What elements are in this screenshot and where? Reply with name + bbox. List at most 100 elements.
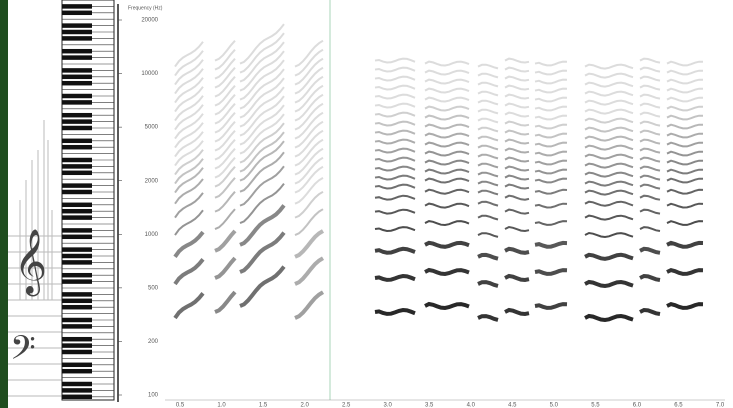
harmonic (214, 58, 236, 80)
harmonic (666, 141, 704, 148)
harmonic (174, 122, 204, 149)
black-key (62, 164, 92, 169)
harmonic (294, 66, 324, 95)
harmonic (534, 114, 568, 121)
harmonic (534, 123, 568, 130)
harmonic (534, 105, 568, 112)
side-bar (0, 0, 8, 408)
harmonic (294, 111, 324, 140)
harmonic (534, 168, 568, 175)
harmonic (174, 77, 204, 104)
harmonic (294, 120, 324, 149)
harmonic (477, 280, 499, 288)
harmonic (294, 290, 325, 320)
y-tick-label: 100 (148, 393, 159, 399)
harmonic (424, 69, 470, 76)
harmonic (534, 141, 568, 148)
harmonic (174, 113, 204, 140)
black-key (62, 144, 92, 150)
harmonic (639, 156, 661, 163)
x-tick-label: 5.0 (550, 403, 559, 408)
harmonic (214, 166, 236, 188)
harmonic (584, 189, 634, 196)
harmonic (174, 86, 204, 113)
black-key (62, 183, 92, 188)
harmonic (477, 314, 499, 322)
harmonic (534, 268, 568, 276)
black-key (62, 215, 92, 220)
harmonic (239, 204, 286, 247)
harmonic (477, 214, 499, 221)
black-key (62, 23, 92, 28)
harmonic (424, 78, 470, 85)
spectrogram (173, 23, 704, 323)
harmonic (477, 108, 499, 115)
harmonic (477, 252, 499, 261)
staff (8, 120, 62, 397)
x-tick-label: 5.5 (591, 403, 600, 408)
harmonic (504, 208, 530, 215)
bass-clef: 𝄢 (10, 331, 36, 375)
harmonic (639, 93, 661, 100)
harmonic (174, 50, 204, 77)
harmonic (374, 226, 416, 233)
harmonic (584, 126, 634, 133)
harmonic (584, 108, 634, 115)
harmonic (504, 147, 530, 154)
harmonic (666, 150, 704, 157)
harmonic (504, 273, 530, 283)
black-key (62, 74, 92, 80)
harmonic (239, 77, 285, 119)
harmonic (294, 93, 324, 122)
harmonic (294, 256, 325, 286)
black-key (62, 189, 92, 195)
harmonic (639, 66, 661, 73)
x-tick-label: 0.5 (176, 403, 185, 408)
harmonic (294, 75, 324, 104)
harmonic (477, 126, 499, 133)
harmonic (374, 246, 416, 255)
harmonic (534, 132, 568, 139)
harmonic (424, 220, 470, 227)
harmonic (639, 307, 661, 316)
harmonic (534, 96, 568, 103)
harmonic (639, 57, 661, 64)
harmonic (294, 102, 324, 131)
harmonic (374, 194, 416, 201)
harmonic (239, 86, 285, 128)
black-key (62, 55, 92, 60)
harmonic (477, 200, 499, 207)
harmonic (584, 162, 634, 169)
x-tick-label: 2.0 (300, 403, 309, 408)
harmonic (504, 111, 530, 118)
harmonic (374, 129, 416, 136)
harmonic (374, 66, 416, 73)
harmonic (214, 139, 236, 161)
harmonic (666, 114, 704, 121)
harmonic (666, 123, 704, 130)
harmonic (174, 59, 204, 86)
x-tick-label: 3.0 (384, 403, 393, 408)
y-tick-label: 5000 (145, 125, 159, 131)
harmonic (666, 132, 704, 139)
harmonic (534, 60, 568, 67)
harmonic (214, 229, 237, 253)
harmonic (424, 301, 470, 311)
harmonic (584, 313, 634, 323)
harmonic (239, 95, 285, 137)
harmonic (639, 138, 661, 145)
harmonic (584, 135, 634, 142)
harmonic (666, 60, 704, 67)
harmonic (504, 225, 530, 233)
harmonic (639, 174, 661, 181)
harmonic (424, 202, 470, 209)
harmonic (424, 60, 470, 67)
harmonic (666, 78, 704, 85)
harmonic (374, 57, 416, 64)
harmonic (584, 200, 634, 207)
harmonic (477, 232, 499, 238)
harmonic (173, 230, 205, 258)
harmonic (639, 208, 661, 215)
harmonic (477, 153, 499, 160)
black-key (62, 298, 92, 304)
